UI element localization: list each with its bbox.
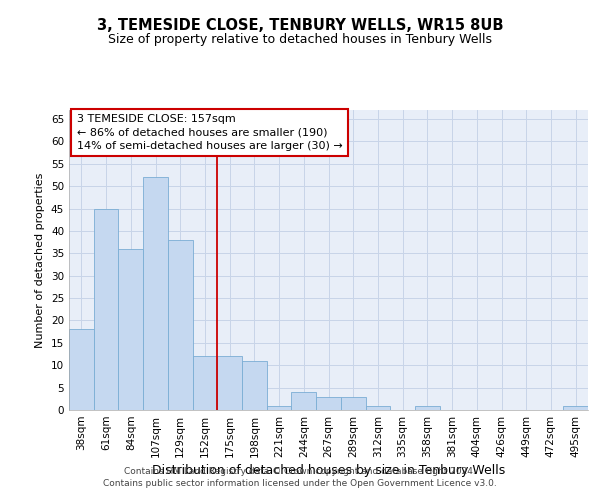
Bar	[193, 356, 217, 410]
Text: Contains HM Land Registry data © Crown copyright and database right 2024.: Contains HM Land Registry data © Crown c…	[124, 467, 476, 476]
Bar	[316, 396, 341, 410]
Bar	[94, 208, 118, 410]
Bar	[69, 330, 94, 410]
Bar	[563, 406, 588, 410]
Text: 3 TEMESIDE CLOSE: 157sqm
← 86% of detached houses are smaller (190)
14% of semi-: 3 TEMESIDE CLOSE: 157sqm ← 86% of detach…	[77, 114, 343, 151]
Text: Size of property relative to detached houses in Tenbury Wells: Size of property relative to detached ho…	[108, 32, 492, 46]
Text: Contains public sector information licensed under the Open Government Licence v3: Contains public sector information licen…	[103, 479, 497, 488]
Bar	[267, 406, 292, 410]
Bar	[143, 177, 168, 410]
Bar	[341, 396, 365, 410]
Text: 3, TEMESIDE CLOSE, TENBURY WELLS, WR15 8UB: 3, TEMESIDE CLOSE, TENBURY WELLS, WR15 8…	[97, 18, 503, 32]
X-axis label: Distribution of detached houses by size in Tenbury Wells: Distribution of detached houses by size …	[152, 464, 505, 477]
Bar	[242, 360, 267, 410]
Y-axis label: Number of detached properties: Number of detached properties	[35, 172, 46, 348]
Bar	[365, 406, 390, 410]
Bar	[292, 392, 316, 410]
Bar	[168, 240, 193, 410]
Bar	[217, 356, 242, 410]
Bar	[415, 406, 440, 410]
Bar	[118, 249, 143, 410]
